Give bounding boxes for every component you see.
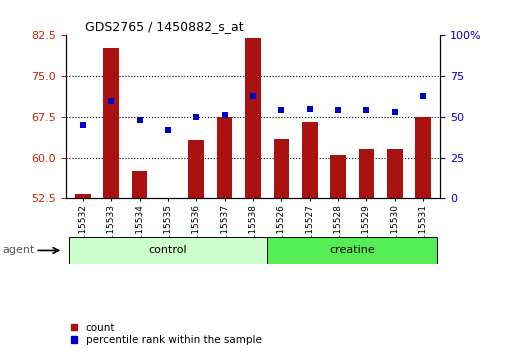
Bar xyxy=(301,122,317,198)
Point xyxy=(107,98,115,103)
Bar xyxy=(188,140,204,198)
Text: agent: agent xyxy=(3,245,35,256)
Point xyxy=(192,114,200,120)
Point xyxy=(79,122,87,128)
Point xyxy=(248,93,257,98)
Point xyxy=(220,112,228,118)
Bar xyxy=(131,171,147,198)
Point xyxy=(135,117,143,123)
Bar xyxy=(217,117,232,198)
Bar xyxy=(415,117,430,198)
Text: creatine: creatine xyxy=(329,245,374,256)
Bar xyxy=(386,149,402,198)
Bar xyxy=(330,155,345,198)
Legend: count, percentile rank within the sample: count, percentile rank within the sample xyxy=(71,322,261,345)
Point xyxy=(362,108,370,113)
Point xyxy=(305,106,313,112)
Point xyxy=(277,108,285,113)
Point xyxy=(390,109,398,115)
Bar xyxy=(245,38,260,198)
Bar xyxy=(358,149,374,198)
Text: control: control xyxy=(148,245,187,256)
Bar xyxy=(103,48,119,198)
Bar xyxy=(75,194,90,198)
Bar xyxy=(69,237,267,264)
Text: GDS2765 / 1450882_s_at: GDS2765 / 1450882_s_at xyxy=(84,20,242,33)
Point xyxy=(333,108,341,113)
Bar xyxy=(267,237,436,264)
Point xyxy=(164,127,172,133)
Point xyxy=(418,93,426,98)
Bar xyxy=(273,138,288,198)
